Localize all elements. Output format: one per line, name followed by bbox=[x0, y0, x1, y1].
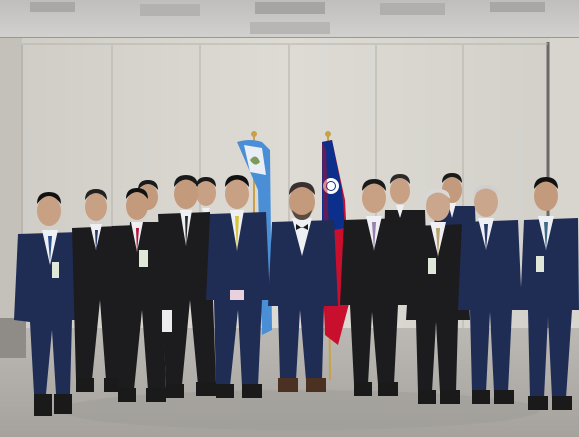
person bbox=[458, 185, 522, 404]
person bbox=[340, 179, 410, 396]
person bbox=[520, 177, 579, 410]
person bbox=[72, 189, 122, 392]
ceiling bbox=[0, 0, 579, 40]
front-row bbox=[14, 175, 579, 416]
person bbox=[158, 175, 216, 398]
person bbox=[14, 192, 86, 416]
person bbox=[112, 188, 166, 402]
person bbox=[206, 175, 270, 398]
person bbox=[406, 189, 470, 404]
person bbox=[268, 182, 338, 392]
